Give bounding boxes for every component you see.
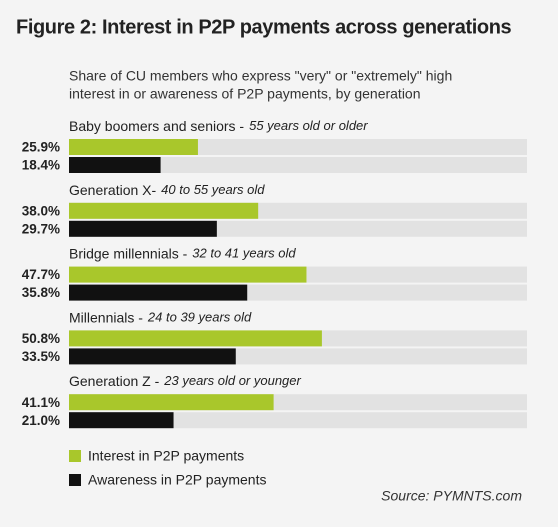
category-note: 24 to 39 years old — [147, 310, 252, 325]
legend-label: Interest in P2P payments — [88, 448, 244, 464]
category-label: Bridge millennials - 32 to 41 years old — [69, 245, 296, 261]
category-name: Millennials - — [69, 309, 143, 325]
bar — [69, 157, 161, 173]
source: Source: PYMNTS.com — [381, 488, 522, 504]
value-label: 25.9% — [22, 140, 60, 155]
value-label: 21.0% — [22, 413, 60, 428]
category-name: Generation Z - — [69, 373, 160, 389]
value-label: 29.7% — [22, 221, 60, 236]
bar — [69, 330, 322, 347]
bar — [69, 412, 174, 429]
subtitle: Share of CU members who express "very" o… — [69, 68, 452, 84]
bar-track — [69, 412, 527, 429]
bar — [69, 220, 217, 237]
category-label: Generation X- 40 to 55 years old — [69, 182, 265, 198]
bar-track — [69, 157, 527, 173]
legend-swatch — [69, 474, 81, 486]
value-label: 50.8% — [22, 331, 60, 346]
category-note: 23 years old or younger — [163, 374, 301, 389]
subtitle: interest in or awareness of P2P payments… — [69, 86, 421, 102]
value-label: 38.0% — [22, 203, 60, 218]
bar — [69, 284, 248, 301]
legend-swatch — [69, 450, 81, 462]
value-label: 41.1% — [22, 395, 60, 410]
bar — [69, 202, 259, 219]
category-name: Baby boomers and seniors - — [69, 118, 244, 134]
value-label: 35.8% — [22, 285, 60, 300]
category-name: Generation X- — [69, 182, 156, 198]
value-label: 18.4% — [22, 158, 60, 173]
category-label: Baby boomers and seniors - 55 years old o… — [69, 118, 368, 134]
legend-label: Awareness in P2P payments — [88, 472, 266, 488]
category-label: Generation Z -23 years old or younger — [69, 373, 302, 389]
category-note: 40 to 55 years old — [161, 182, 265, 197]
category-note: 32 to 41 years old — [192, 246, 296, 261]
category-label: Millennials - 24 to 39 years old — [69, 309, 252, 325]
bar — [69, 348, 236, 365]
bar — [69, 139, 198, 155]
chart-title: Figure 2: Interest in P2P payments acros… — [16, 16, 512, 38]
bar — [69, 266, 307, 283]
category-note: 55 years old or older — [249, 118, 368, 133]
value-label: 33.5% — [22, 349, 60, 364]
bar — [69, 394, 274, 411]
value-label: 47.7% — [22, 267, 60, 282]
category-name: Bridge millennials - — [69, 245, 188, 261]
